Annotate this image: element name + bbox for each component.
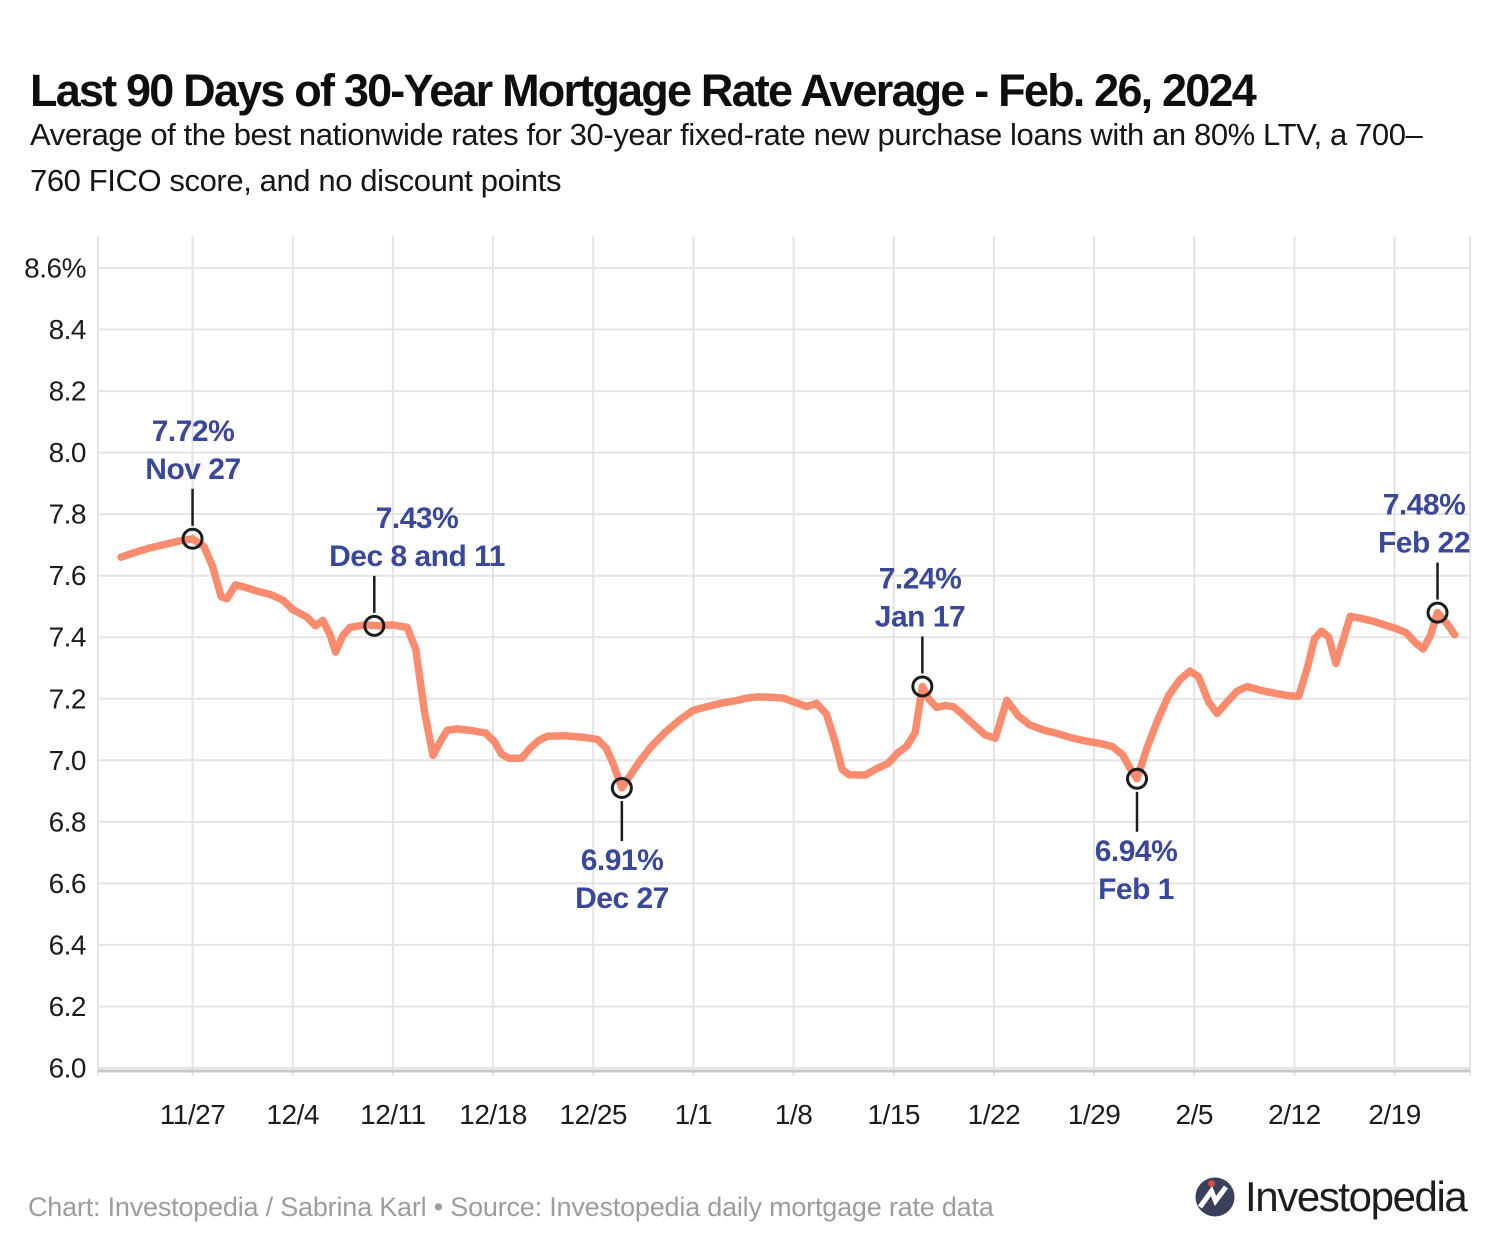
y-axis-tick-label: 8.2 (49, 376, 86, 407)
x-axis-tick-label: 11/27 (160, 1099, 226, 1130)
y-axis-tick-label: 6.8 (49, 806, 86, 837)
logo-i-swoosh (1197, 1185, 1228, 1209)
chart-credit: Chart: Investopedia / Sabrina Karl • Sou… (28, 1192, 994, 1222)
x-axis-tick-label: 1/22 (968, 1099, 1021, 1130)
y-axis-tick-label: 7.2 (49, 683, 86, 714)
x-axis-tick-label: 2/19 (1368, 1099, 1421, 1130)
x-axis-tick-label: 1/29 (1068, 1099, 1121, 1130)
annotation-value: 7.72% (152, 415, 235, 448)
chart-subtitle-line-1: Average of the best nationwide rates for… (30, 117, 1423, 152)
annotation-date: Nov 27 (145, 453, 240, 486)
x-axis-tick-label: 2/5 (1176, 1099, 1213, 1130)
y-axis-tick-label: 8.4 (49, 314, 86, 345)
chart-subtitle: Average of the best nationwide rates for… (30, 112, 1500, 204)
chart-subtitle-line-2: 760 FICO score, and no discount points (30, 163, 562, 198)
x-axis-tick-label: 12/18 (459, 1099, 527, 1130)
annotation-date: Dec 27 (575, 882, 669, 915)
investopedia-logo: Investopedia (1194, 1173, 1468, 1220)
x-axis-tick-label: 1/8 (775, 1099, 812, 1130)
y-axis-tick-label: 7.6 (49, 560, 86, 591)
data-point-marker (1126, 767, 1149, 790)
annotation-value: 6.91% (581, 844, 664, 877)
data-point-marker (610, 776, 633, 799)
annotation-date: Dec 8 and 11 (329, 540, 505, 573)
y-axis-tick-label: 6.2 (49, 991, 86, 1022)
data-point-marker (363, 614, 386, 637)
annotation-date: Feb 1 (1098, 873, 1174, 906)
data-point-marker (181, 527, 204, 550)
y-axis-tick-label: 7.0 (49, 745, 86, 776)
x-axis-tick-label: 1/15 (867, 1099, 920, 1130)
x-axis-tick-label: 1/1 (675, 1099, 712, 1130)
rate-line-series (117, 535, 1459, 792)
data-point-marker (911, 675, 934, 698)
investopedia-logo-icon (1195, 1177, 1235, 1217)
annotation-value: 7.24% (879, 562, 962, 595)
y-axis-tick-label: 8.6% (24, 253, 86, 284)
investopedia-logo-text: Investopedia (1245, 1173, 1468, 1220)
x-axis-tick-label: 12/25 (559, 1099, 627, 1130)
y-axis-tick-label: 6.0 (49, 1052, 86, 1083)
y-axis-tick-label: 6.4 (49, 929, 86, 960)
data-point-marker (1426, 601, 1449, 624)
y-axis-tick-label: 7.4 (49, 622, 86, 653)
x-axis-tick-label: 12/11 (360, 1099, 426, 1130)
annotation-date: Jan 17 (875, 600, 965, 633)
x-axis-tick-label: 12/4 (266, 1099, 319, 1130)
logo-orange-dot (1208, 1180, 1215, 1187)
annotation-value: 7.43% (376, 502, 459, 535)
annotation-value: 7.48% (1383, 489, 1466, 522)
chart-title: Last 90 Days of 30-Year Mortgage Rate Av… (30, 65, 1257, 117)
annotation-value: 6.94% (1095, 835, 1178, 868)
y-axis-tick-label: 8.0 (49, 437, 86, 468)
y-axis-tick-label: 7.8 (49, 499, 86, 530)
x-axis-tick-label: 2/12 (1268, 1099, 1321, 1130)
annotation-date: Feb 22 (1378, 527, 1470, 560)
y-axis-tick-label: 6.6 (49, 868, 86, 899)
